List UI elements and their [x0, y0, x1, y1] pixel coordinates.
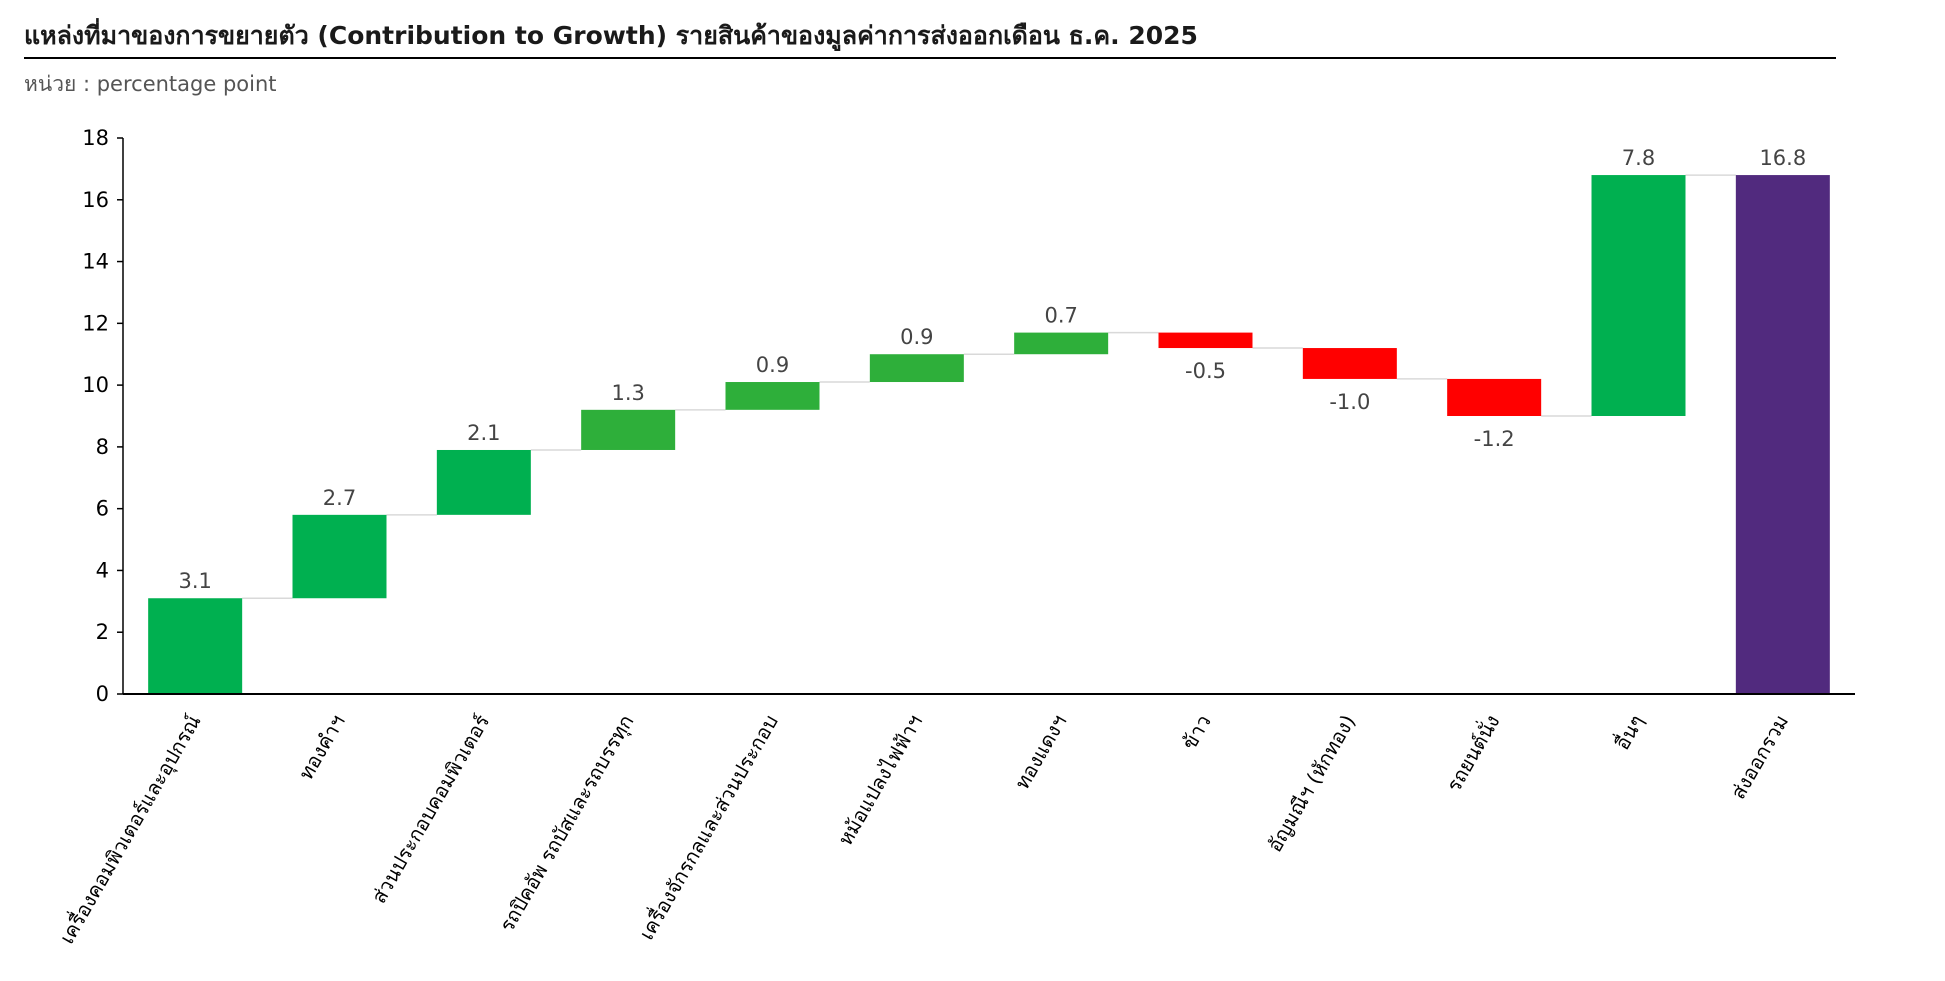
- bar-3: [436, 449, 531, 515]
- y-tick-label-2: 4: [96, 558, 109, 582]
- bar-2: [292, 514, 387, 599]
- category-label-4: รถปิคอัพ รถบัสและรถบรรทุก: [494, 711, 639, 937]
- data-label-3: 2.1: [467, 421, 500, 445]
- connector-lines: [242, 174, 1736, 599]
- y-tick-label-0: 0: [96, 682, 109, 706]
- bar-4: [581, 409, 676, 450]
- data-labels: 3.1 2.7 2.1 1.3 0.9 0.9 0.7 -0.5 -1.0 -1.2 7.8 16.8: [178, 146, 1806, 593]
- y-tick-label-9: 18: [82, 126, 109, 150]
- category-label-5: เครื่องจักรกลและส่วนประกอบ: [632, 710, 782, 944]
- category-label-10: รถยนต์นั่ง: [1440, 710, 1505, 796]
- data-label-7: 0.7: [1044, 304, 1077, 328]
- y-tick-label-6: 12: [82, 311, 109, 335]
- title-divider: [24, 57, 1836, 59]
- y-tick-label-8: 16: [82, 188, 109, 212]
- category-label-12: ส่งออกรวม: [1726, 711, 1793, 804]
- bar-10: [1447, 378, 1542, 416]
- data-label-12: 16.8: [1759, 146, 1806, 170]
- data-label-6: 0.9: [900, 325, 933, 349]
- category-label-11: อื่นๆ: [1608, 710, 1649, 755]
- y-tick-label-3: 6: [96, 497, 109, 521]
- bar-11: [1591, 175, 1686, 416]
- y-tick-label-5: 10: [82, 373, 109, 397]
- category-label-3: ส่วนประกอบคอมพิวเตอร์: [367, 710, 495, 907]
- category-label-2: ทองคำฯ: [294, 711, 350, 784]
- category-label-1: เครื่องคอมพิวเตอร์และอุปกรณ์: [53, 710, 207, 949]
- bar-7: [1014, 332, 1109, 355]
- category-label-9: อัญมณีฯ (หักทอง): [1262, 711, 1360, 857]
- data-label-1: 3.1: [178, 569, 211, 593]
- bars-group: [148, 175, 1830, 695]
- bar-5: [725, 382, 820, 410]
- bar-8: [1158, 332, 1253, 349]
- bar-9: [1302, 348, 1397, 379]
- category-label-7: ทองแดงฯ: [1010, 711, 1072, 794]
- y-tick-label-7: 14: [82, 250, 109, 274]
- axes-group: [117, 137, 1855, 695]
- y-tick-labels: 0 2 4 6 8 10 12 14 16 18: [82, 126, 109, 706]
- data-label-11: 7.8: [1622, 146, 1655, 170]
- bar-1: [148, 598, 243, 694]
- category-label-8: ข้าว: [1177, 711, 1216, 754]
- category-labels: เครื่องคอมพิวเตอร์และอุปกรณ์ ทองคำฯ ส่วนปร…: [53, 710, 1793, 949]
- y-tick-label-1: 2: [96, 620, 109, 644]
- data-label-5: 0.9: [756, 353, 789, 377]
- category-label-6: หม้อแปลงไฟฟ้าฯ: [833, 711, 927, 850]
- data-label-10: -1.2: [1474, 427, 1515, 451]
- data-label-8: -0.5: [1185, 359, 1226, 383]
- y-tick-label-4: 8: [96, 435, 109, 459]
- bar-12: [1735, 175, 1830, 695]
- data-label-2: 2.7: [323, 486, 356, 510]
- data-label-4: 1.3: [611, 381, 644, 405]
- chart-title: แหล่งที่มาของการขยายตัว (Contribution to…: [24, 21, 1198, 50]
- unit-note: หน่วย : percentage point: [24, 72, 277, 96]
- data-label-9: -1.0: [1329, 390, 1370, 414]
- bar-6: [869, 354, 964, 383]
